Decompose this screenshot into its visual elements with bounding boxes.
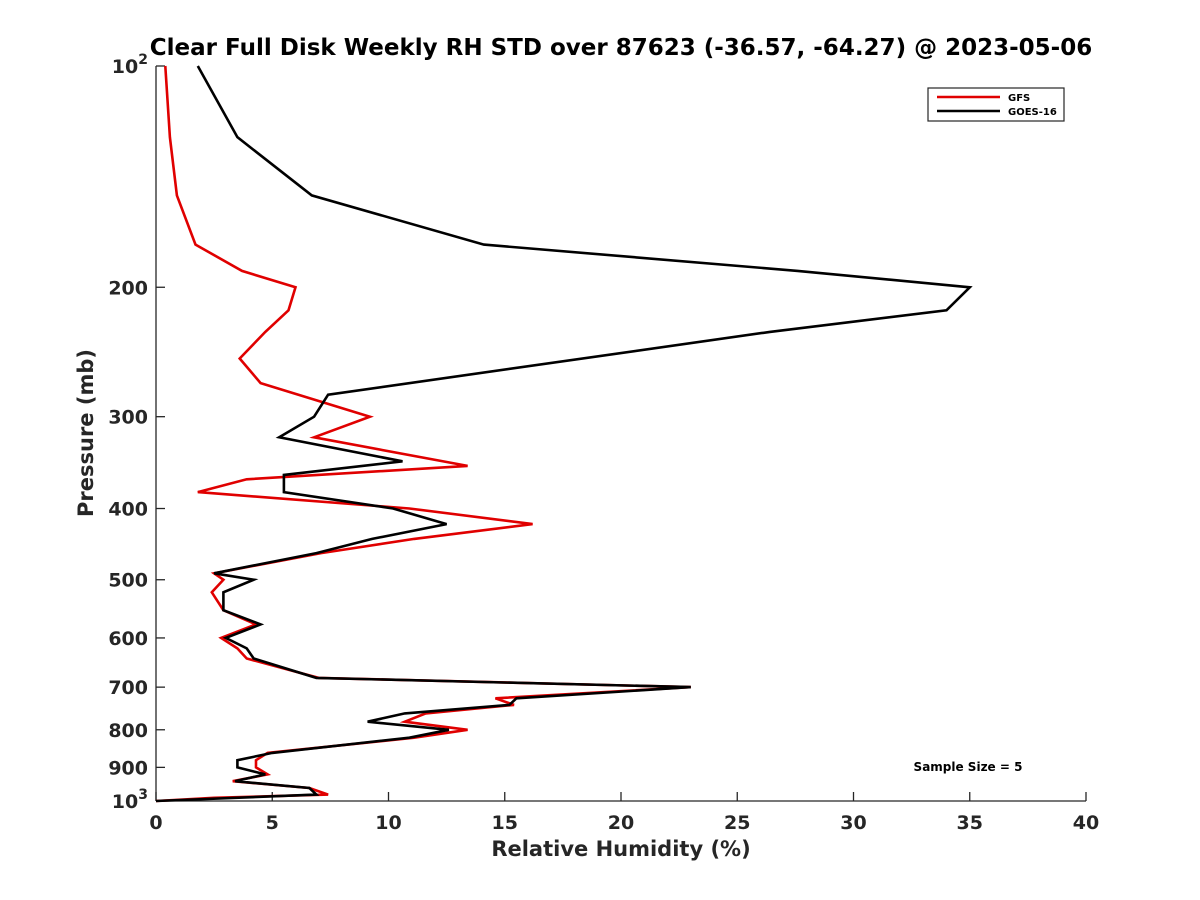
y-axis-ticks: 102 200 300 400 500 600 700 800 900 103 [108, 52, 165, 813]
legend-entry-label: GFS [1008, 93, 1030, 104]
x-tick-label: 10 [375, 812, 401, 834]
x-tick-label: 15 [492, 812, 518, 834]
y-tick-label: 700 [108, 677, 148, 699]
y-tick-label: 300 [108, 407, 148, 429]
x-tick-label: 40 [1073, 812, 1099, 834]
legend: GFS GOES-16 [927, 87, 1065, 122]
chart-title: Clear Full Disk Weekly RH STD over 87623… [150, 35, 1092, 61]
y-tick-label: 500 [108, 570, 148, 592]
series-line-goes-16 [155, 65, 973, 803]
y-tick-label: 400 [108, 499, 148, 521]
y-axis-label: Pressure (mb) [74, 349, 98, 517]
y-tick-label: 103 [112, 787, 148, 813]
y-tick-label: 900 [108, 757, 148, 779]
series-line-gfs [155, 65, 691, 803]
x-tick-label: 25 [724, 812, 750, 834]
x-tick-label: 5 [266, 812, 279, 834]
x-tick-label: 30 [840, 812, 866, 834]
x-axis-label: Relative Humidity (%) [491, 837, 750, 861]
x-tick-label: 0 [149, 812, 162, 834]
x-tick-label: 35 [957, 812, 983, 834]
legend-entry-label: GOES-16 [1008, 107, 1057, 118]
y-tick-label: 800 [108, 720, 148, 742]
x-tick-label: 20 [608, 812, 634, 834]
series-lines [155, 65, 973, 803]
legend-box [927, 87, 1065, 122]
y-tick-label: 102 [112, 52, 148, 78]
x-axis-ticks: 0 5 10 15 20 25 30 35 40 [149, 792, 1099, 834]
y-tick-label: 200 [108, 277, 148, 299]
sample-size-annotation: Sample Size = 5 [914, 760, 1023, 774]
y-tick-label: 600 [108, 628, 148, 650]
